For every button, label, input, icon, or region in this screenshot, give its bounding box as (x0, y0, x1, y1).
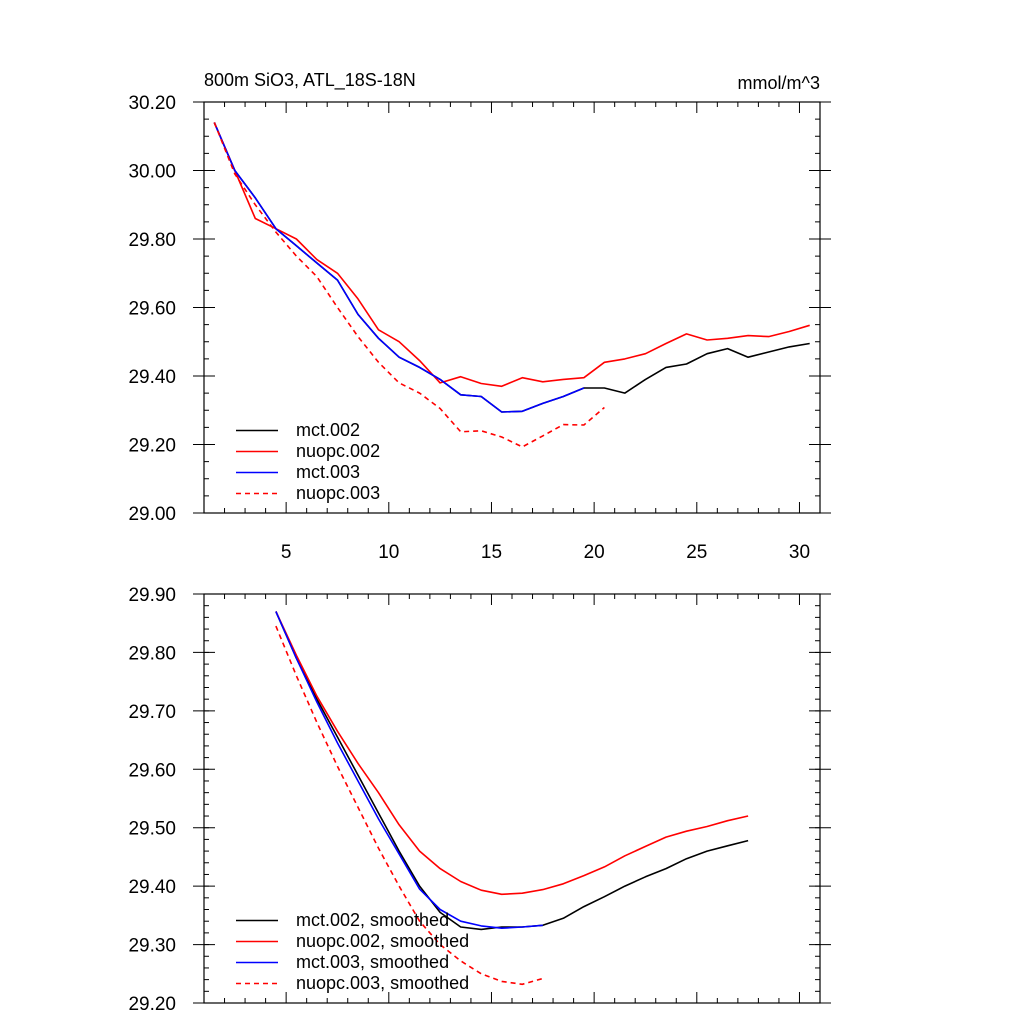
legend-label: mct.002 (296, 420, 360, 440)
x-tick-label: 30 (789, 542, 810, 563)
legend-label: nuopc.003, smoothed (296, 973, 469, 993)
y-tick-label: 29.40 (128, 367, 176, 388)
series-line-mct-002-smoothed (275, 611, 749, 931)
series-line-nuopc-003 (213, 122, 605, 448)
y-tick-label: 29.60 (128, 760, 176, 781)
legend-label: mct.002, smoothed (296, 910, 449, 930)
x-tick-label: 20 (584, 542, 605, 563)
legend-label: nuopc.002 (296, 441, 380, 461)
chart-bottom-panel: 29.20 29.30 29.40 29.50 29.60 29.70 29.80 29.90… (128, 585, 831, 1015)
chart-title: 800m SiO3, ATL_18S-18N (204, 70, 416, 91)
series-line-mct-003-smoothed (275, 611, 543, 930)
y-tick-label: 29.80 (128, 230, 176, 251)
y-tick-label: 29.20 (128, 436, 176, 457)
legend-label: nuopc.002, smoothed (296, 931, 469, 951)
series-line-nuopc-002 (213, 122, 810, 388)
x-tick-label: 25 (686, 542, 707, 563)
series-line-mct-002 (213, 122, 810, 413)
legend-label: mct.003 (296, 462, 360, 482)
y-tick-label: 29.50 (128, 819, 176, 840)
series-line-nuopc-002-smoothed (275, 611, 749, 896)
series-line-mct-003 (213, 122, 585, 413)
y-tick-label: 29.80 (128, 643, 176, 664)
y-tick-label: 29.20 (128, 994, 176, 1015)
y-tick-label: 30.00 (128, 162, 176, 183)
y-tick-label: 29.40 (128, 877, 176, 898)
y-tick-label: 29.90 (128, 585, 176, 606)
chart-top-panel: 800m SiO3, ATL_18S-18N mmol/m^3 5 10 15 20 2… (128, 70, 831, 563)
y-tick-label: 29.70 (128, 702, 176, 723)
chart-units: mmol/m^3 (738, 73, 820, 93)
x-tick-label: 5 (281, 542, 292, 563)
y-tick-label: 29.30 (128, 936, 176, 957)
series-line-nuopc-003-smoothed (275, 625, 544, 986)
y-tick-label: 29.00 (128, 504, 176, 525)
x-tick-label: 15 (481, 542, 502, 563)
y-tick-label: 30.20 (128, 93, 176, 114)
x-tick-label: 10 (378, 542, 399, 563)
legend-label: mct.003, smoothed (296, 952, 449, 972)
y-tick-label: 29.60 (128, 299, 176, 320)
legend-label: nuopc.003 (296, 483, 380, 503)
